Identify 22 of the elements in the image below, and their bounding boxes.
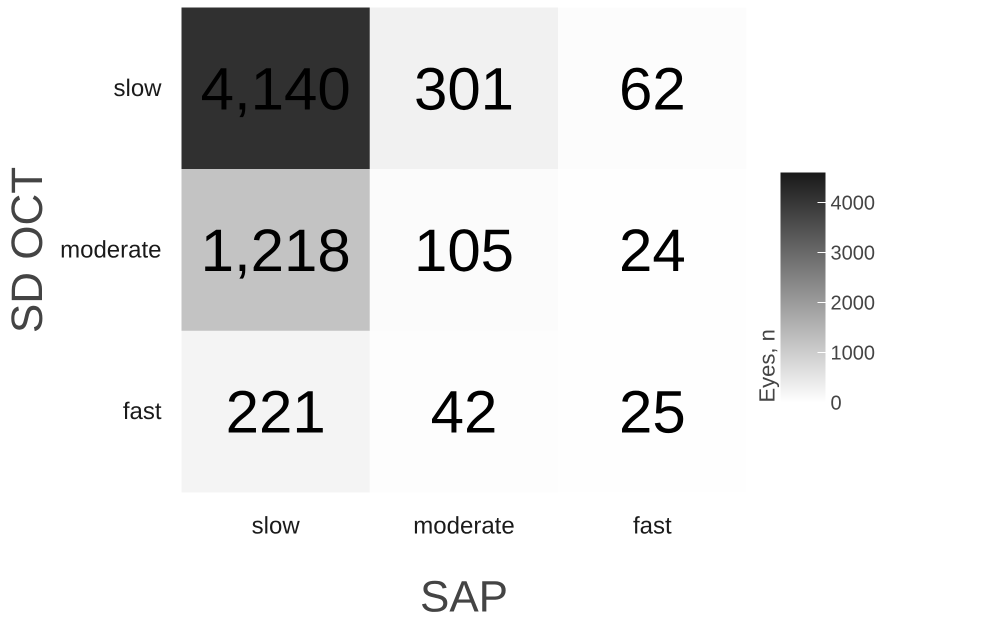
data-label: 301 xyxy=(414,55,514,122)
color-bar-label: 4000 xyxy=(830,192,875,214)
y-axis-title: SD OCT xyxy=(3,166,52,334)
y-tick-label: moderate xyxy=(60,236,162,264)
color-bar-title: Eyes, n xyxy=(754,329,780,402)
color-bar-label: 1000 xyxy=(830,342,875,364)
x-axis-title: SAP xyxy=(420,572,508,622)
x-tick-label: fast xyxy=(632,512,672,540)
data-label: 42 xyxy=(430,378,498,446)
y-tick-label: slow xyxy=(113,74,162,102)
data-label: 1,218 xyxy=(200,217,351,284)
data-label: 25 xyxy=(618,378,686,446)
x-tick-label: moderate xyxy=(413,512,515,540)
color-bar-label: 3000 xyxy=(830,242,875,264)
color-bar-label: 0 xyxy=(830,392,842,414)
y-tick-label: fast xyxy=(122,398,162,426)
data-label: 24 xyxy=(618,217,686,284)
data-label: 221 xyxy=(226,378,326,446)
data-label: 62 xyxy=(618,55,686,122)
x-tick-label: slow xyxy=(252,512,300,540)
color-bar-label: 2000 xyxy=(830,292,875,314)
data-label: 105 xyxy=(414,217,514,284)
